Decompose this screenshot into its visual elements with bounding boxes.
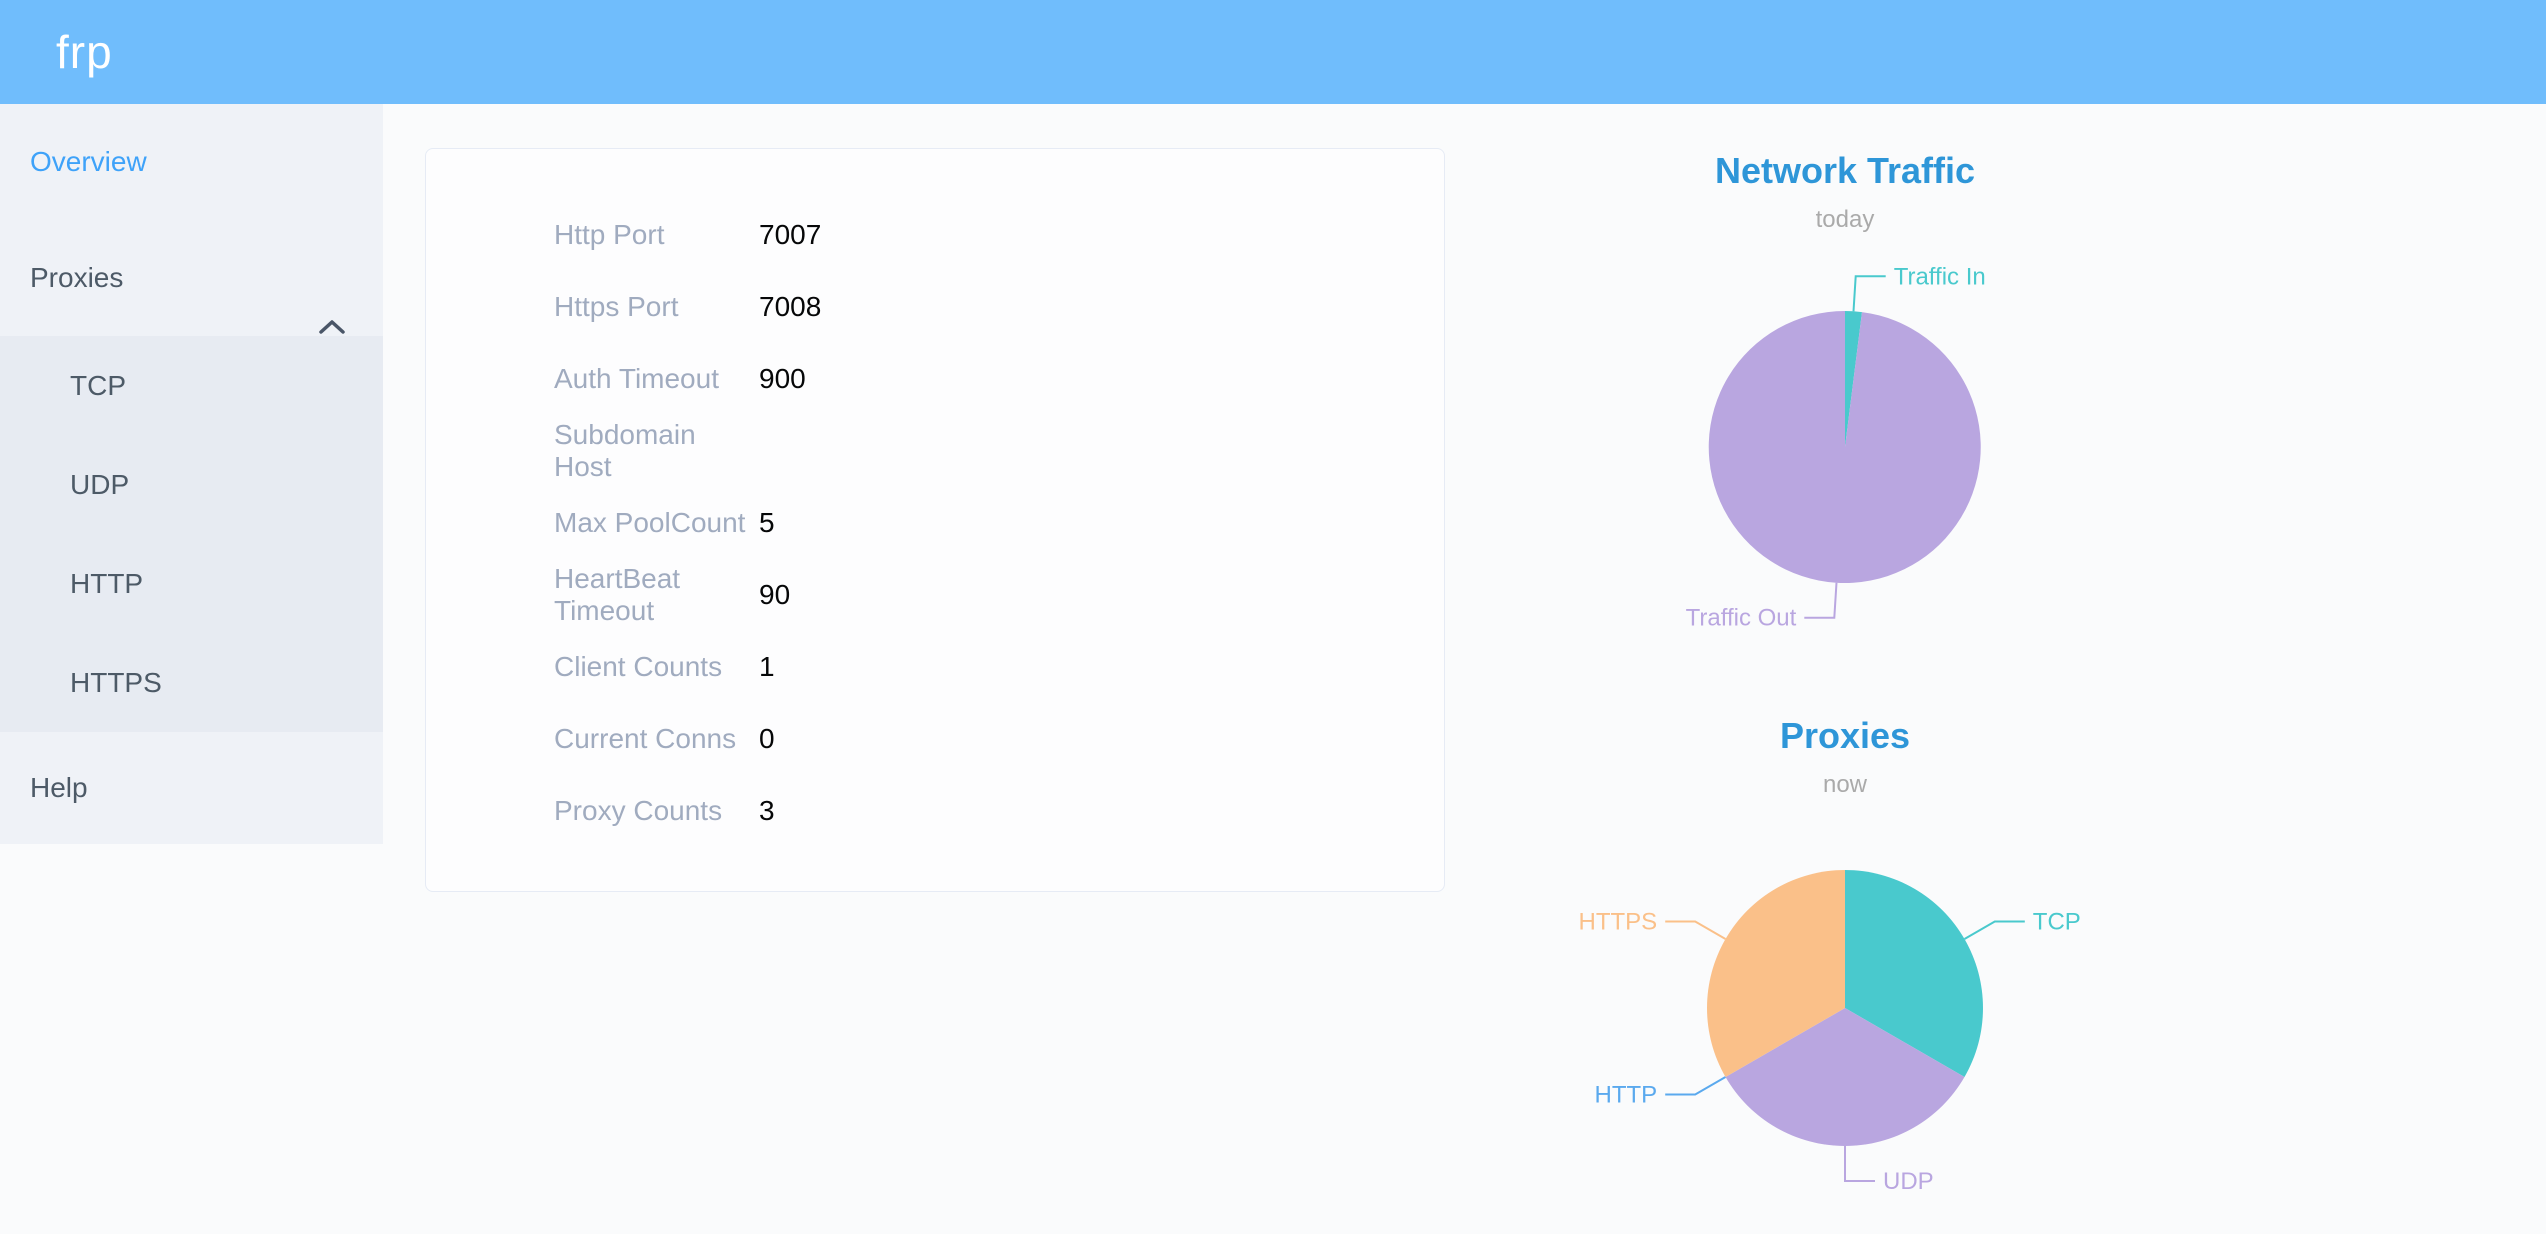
pie-label-traffic-out: Traffic Out [1686, 605, 1797, 632]
pie-label-http: HTTP [1595, 1082, 1658, 1109]
info-value: 90 [759, 579, 791, 610]
sidebar-item-label: Proxies [30, 262, 124, 293]
info-label: Current Conns [554, 723, 737, 754]
pie-label-https: HTTPS [1579, 909, 1658, 936]
sidebar-item-http[interactable]: HTTP [0, 534, 383, 633]
proxies-pie-chart: TCP UDP HTTP HTTPS [1579, 870, 2081, 1195]
info-row: Subdomain Host [426, 415, 1444, 487]
chart-title: Network Traffic [1714, 150, 1976, 191]
pie-label-line-http [1665, 1076, 1727, 1096]
info-value: 7007 [759, 219, 822, 250]
info-label: Auth Timeout [554, 363, 719, 394]
info-row: Current Conns 0 [426, 703, 1444, 775]
info-value: 1 [759, 651, 775, 682]
info-row: Client Counts 1 [426, 631, 1444, 703]
sidebar-item-https[interactable]: HTTPS [0, 633, 383, 732]
chart-subtitle: now [1822, 771, 1868, 798]
pie-slice-traffic-out[interactable] [1708, 310, 1981, 583]
chevron-up-icon [317, 269, 347, 385]
sidebar-item-udp[interactable]: UDP [0, 435, 383, 534]
pie-label-line-https [1665, 920, 1727, 940]
info-label: Client Counts [554, 651, 723, 682]
info-row: Proxy Counts 3 [426, 775, 1444, 847]
server-info-card: Http Port 7007 Https Port 7008 Auth Timeout 9… [425, 148, 1445, 892]
info-value: 7008 [759, 291, 822, 322]
proxies-submenu: TCP UDP HTTP HTTPS [0, 336, 383, 732]
sidebar-item-label: UDP [70, 469, 130, 500]
pie-label-line-traffic-out [1804, 582, 1838, 619]
network-traffic-pie-chart: Traffic In Traffic Out [1686, 263, 1986, 632]
info-value: 900 [759, 363, 806, 394]
chart-proxies: Proxies now TCP UDP HTTP HTTPS [1445, 660, 2245, 1225]
info-value: 5 [759, 507, 775, 538]
pie-slice-https[interactable] [1707, 870, 1845, 1077]
sidebar-item-help[interactable]: Help [0, 732, 383, 844]
info-row: Auth Timeout 900 [426, 343, 1444, 415]
sidebar-item-label: HTTPS [70, 667, 162, 698]
pie-slice-udp[interactable] [1725, 1008, 1965, 1146]
info-value: 0 [759, 723, 775, 754]
sidebar: Overview Proxies TCP UDP HTTP HTTPS Help [0, 104, 383, 844]
chart-network-traffic: Network Traffic today Traffic In Traffic … [1445, 104, 2245, 660]
sidebar-item-label: TCP [70, 370, 126, 401]
sidebar-item-tcp[interactable]: TCP [0, 336, 383, 435]
sidebar-item-label: Overview [30, 146, 147, 177]
sidebar-item-label: HTTP [70, 568, 144, 599]
app-logo: frp [56, 26, 113, 78]
info-value: 3 [759, 795, 775, 826]
pie-slice-traffic-in[interactable] [1845, 311, 1862, 447]
pie-label-traffic-in: Traffic In [1894, 263, 1986, 290]
info-label: HeartBeat Timeout [554, 563, 681, 626]
info-row: Max PoolCount 5 [426, 487, 1444, 559]
info-row: Https Port 7008 [426, 271, 1444, 343]
info-label: Subdomain Host [554, 419, 696, 482]
info-row: Http Port 7007 [426, 199, 1444, 271]
pie-label-line-tcp [1963, 920, 2025, 940]
sidebar-item-label: Help [30, 772, 88, 803]
info-label: Proxy Counts [554, 795, 723, 826]
info-row: HeartBeat Timeout 90 [426, 559, 1444, 631]
header: frp [0, 0, 2546, 104]
info-label: Https Port [554, 291, 679, 322]
pie-label-udp: UDP [1883, 1168, 1934, 1195]
pie-label-tcp: TCP [2033, 909, 2081, 936]
chart-subtitle: today [1815, 206, 1875, 233]
sidebar-item-overview[interactable]: Overview [0, 104, 383, 220]
chart-title: Proxies [1779, 715, 1911, 756]
info-label: Max PoolCount [554, 507, 746, 538]
sidebar-item-proxies[interactable]: Proxies [0, 220, 383, 336]
charts-column: Network Traffic today Traffic In Traffic … [1445, 104, 2245, 1234]
pie-label-line-traffic-in [1852, 275, 1886, 312]
pie-slice-tcp[interactable] [1845, 870, 1983, 1077]
info-label: Http Port [554, 219, 665, 250]
pie-label-line-udp [1844, 1146, 1875, 1182]
